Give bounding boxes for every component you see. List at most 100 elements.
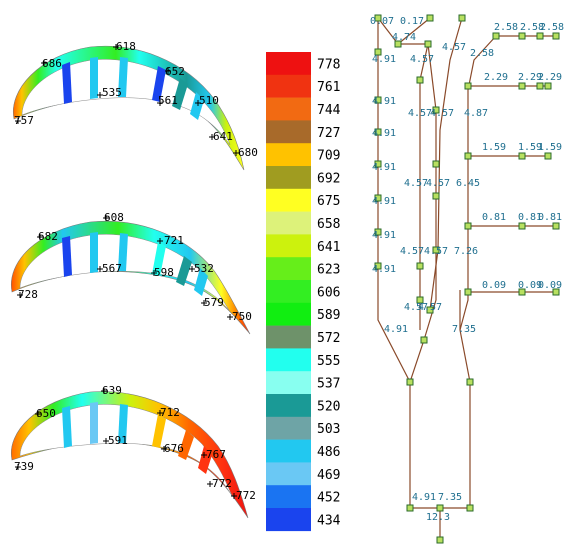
legend-swatch-727 [266,120,311,144]
blade1-label-618: 618 [116,40,136,53]
blade3-label-767: 767 [206,448,226,461]
network-node [436,504,444,512]
blade-3-rib-1 [62,406,72,448]
network-node [406,378,414,386]
net-label-2.29-a: 2.29 [484,72,508,83]
blade2-label-532: 532 [194,262,214,275]
legend-swatch-503 [266,416,311,440]
legend-label-692: 692 [317,171,340,186]
legend-label-623: 623 [317,263,340,278]
network-node [406,504,414,512]
legend-swatch-692 [266,166,311,190]
network-node [464,152,472,160]
legend-swatch-744 [266,97,311,121]
legend-label-503: 503 [317,422,340,437]
net-label-0.07: 0.07 [370,16,394,27]
net-label-4.91-f: 4.91 [372,230,396,241]
net-label-0.09-c: 0.09 [538,280,562,291]
legend-swatch-641 [266,234,311,258]
network-node [374,194,382,202]
network-node [544,152,552,160]
legend-label-537: 537 [317,377,340,392]
blade2-label-598: 598 [154,266,174,279]
legend-swatch-452 [266,485,311,509]
network-labels: 0.07 0.17 4.74 4.57 2.58 2.58 2.58 2.58 … [370,16,564,523]
blade-1-rib-5 [172,78,188,110]
blade2-label-728: 728 [18,288,38,301]
network-node [518,152,526,160]
network-node [374,228,382,236]
flow-network: 0.07 0.17 4.74 4.57 2.58 2.58 2.58 2.58 … [370,14,564,544]
network-node [466,378,474,386]
net-label-7.26: 7.26 [454,246,478,257]
net-label-4.57-i: 4.57 [404,302,428,313]
blade1-label-641: 641 [213,130,233,143]
network-node [518,32,526,40]
blade-3-rib-2 [90,402,98,444]
legend-swatch-761 [266,74,311,98]
net-label-0.09-a: 0.09 [482,280,506,291]
legend-swatch-572 [266,325,311,349]
net-label-4.57-e: 4.57 [404,178,428,189]
legend-swatch-675 [266,188,311,212]
blade3-label-739: 739 [14,460,34,473]
legend-label-709: 709 [317,149,340,164]
network-lines [377,17,556,540]
network-node [426,306,434,314]
legend-swatch-537 [266,371,311,395]
blade1-label-561: 561 [158,94,178,107]
blade-1-rib-6 [190,92,204,120]
net-label-0.81-a: 0.81 [482,212,506,223]
net-label-0.09-b: 0.09 [518,280,542,291]
network-node [374,96,382,104]
network-node [424,40,432,48]
legend-swatch-623 [266,257,311,281]
network-node [518,288,526,296]
network-node [464,82,472,90]
legend-label-641: 641 [317,240,340,255]
blade-2 [10,220,251,335]
blade-3-rib-3 [118,404,128,443]
network-node [518,82,526,90]
blade-2-rib-6 [194,268,208,296]
legend-swatch-520 [266,394,311,418]
blade1-label-535: 535 [102,86,122,99]
network-node [466,504,474,512]
net-label-1.59-a: 1.59 [482,142,506,153]
net-label-2.29-b: 2.29 [518,72,542,83]
network-node [420,336,428,344]
legend-label-727: 727 [317,126,340,141]
blade-1-rib-1 [62,62,72,104]
net-label-4.91-g: 4.91 [372,264,396,275]
legend-label-658: 658 [317,217,340,232]
network-node [432,246,440,254]
net-label-4.91-e: 4.91 [372,196,396,207]
blade-2-rib-3 [118,233,128,271]
blade-labels: 686 618 652 535 561 510 757 641 680 608 … [14,40,258,502]
network-node [536,32,544,40]
net-label-4.57-top: 4.57 [442,42,466,53]
net-label-4.91-h: 4.91 [384,324,408,335]
legend-swatch-658 [266,211,311,235]
net-label-2.58-b: 2.58 [520,22,544,33]
net-label-4.57-f: 4.57 [426,178,450,189]
legend-swatch-778 [266,52,311,76]
net-label-4.57-j: 4.57 [418,302,442,313]
blade3-label-772b: 772 [236,489,256,502]
network-node [416,262,424,270]
blade2-label-608: 608 [104,211,124,224]
blade-1 [12,45,245,171]
network-node [436,536,444,544]
blade-1-rib-4 [152,66,166,102]
network-node [432,160,440,168]
legend-label-675: 675 [317,194,340,209]
legend-swatch-606 [266,280,311,304]
network-node [432,106,440,114]
network-nodes [374,14,560,544]
network-node [394,40,402,48]
net-label-4.91-d: 4.91 [372,162,396,173]
blade3-label-676: 676 [164,442,184,455]
net-label-4.74: 4.74 [392,32,416,43]
legend-label-572: 572 [317,331,340,346]
